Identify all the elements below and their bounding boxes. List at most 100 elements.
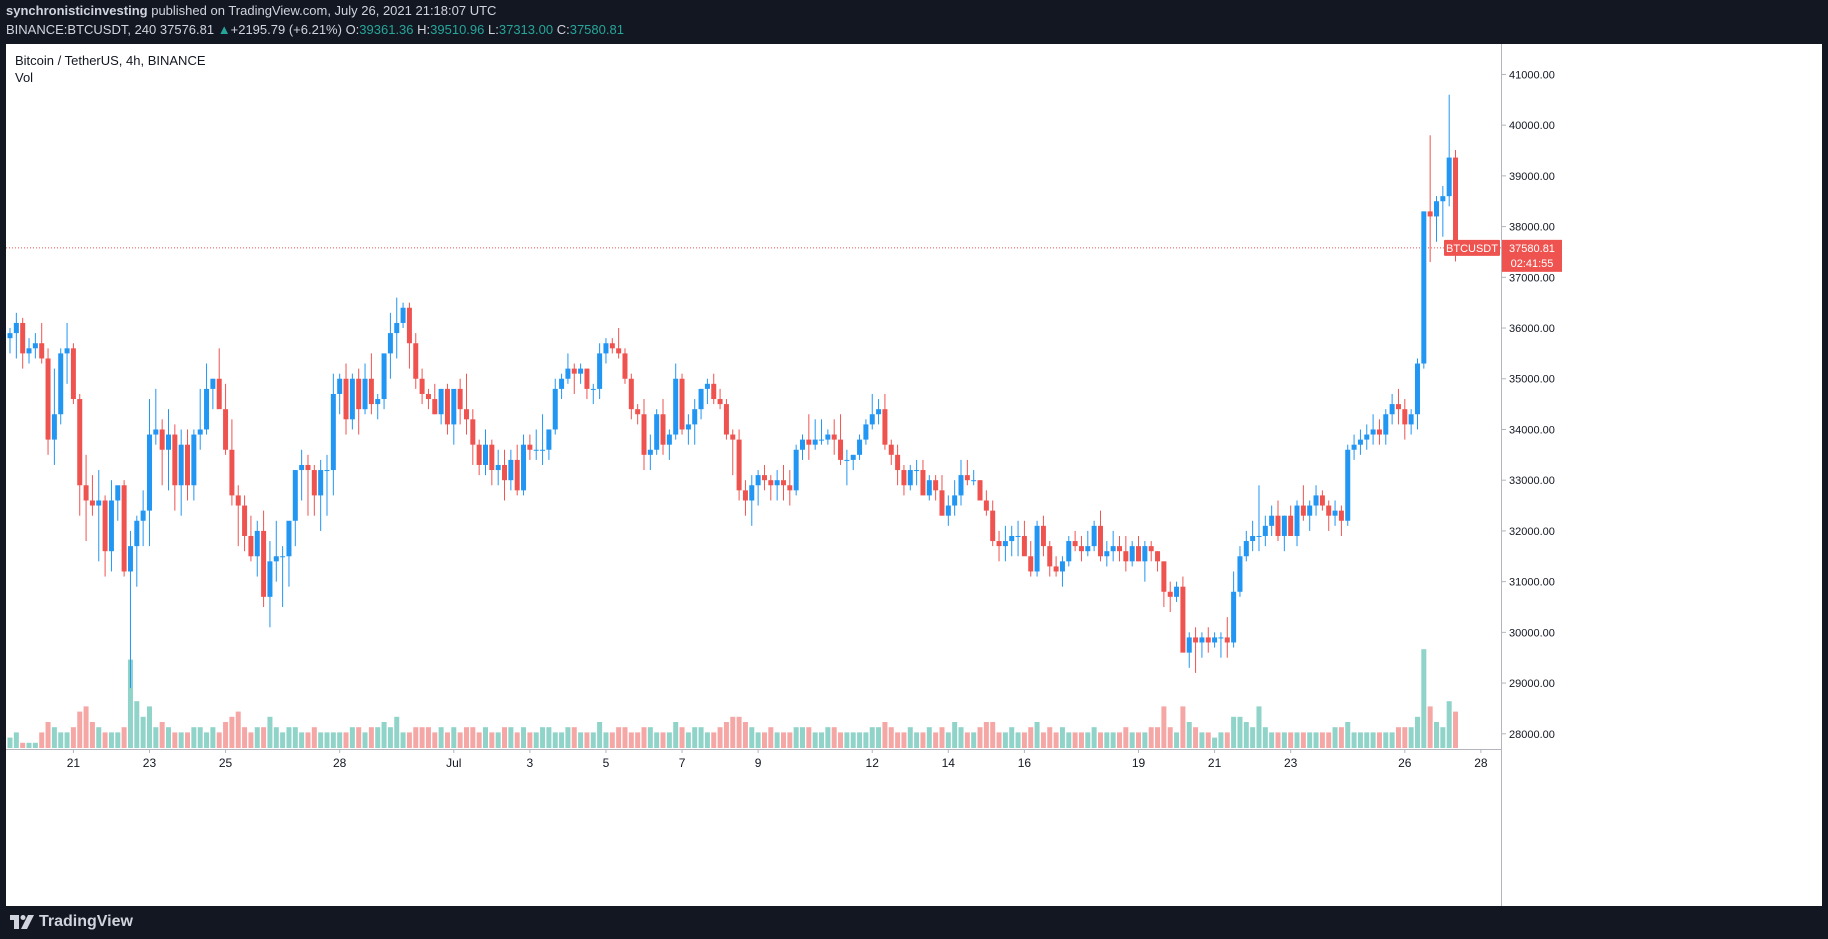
volume-bar	[552, 732, 558, 748]
volume-bar	[609, 732, 615, 748]
candle-body	[584, 368, 590, 389]
candle-body	[521, 444, 527, 491]
candle-body	[1085, 546, 1091, 552]
chart-title[interactable]: Bitcoin / TetherUS, 4h, BINANCE	[15, 53, 206, 68]
volume-bar	[971, 732, 977, 748]
volume-bar	[939, 727, 945, 748]
volume-bar	[413, 727, 419, 748]
volume-bar	[1351, 732, 1357, 748]
candle-body	[32, 343, 38, 349]
candle-body	[901, 470, 907, 486]
volume-bar	[20, 742, 26, 748]
candle-body	[1009, 535, 1015, 542]
volume-bar	[590, 732, 596, 748]
candle-body	[362, 378, 368, 410]
volume-bar	[1193, 727, 1199, 748]
author-name[interactable]: synchronisticinvesting	[6, 3, 148, 18]
candle-body	[787, 485, 793, 491]
candle-body	[800, 439, 805, 450]
volume-bar	[1275, 732, 1281, 748]
volume-bar	[476, 732, 482, 748]
volume-bar	[780, 732, 786, 748]
candle-body	[502, 464, 508, 481]
candle-body	[666, 434, 672, 445]
candle-body	[292, 470, 298, 521]
volume-bar	[1446, 701, 1452, 748]
volume-bar	[153, 727, 159, 748]
volume-bar	[7, 737, 13, 748]
candle-body	[1066, 541, 1072, 562]
y-tick-label: 31000.00	[1509, 577, 1555, 589]
volume-bar	[1009, 727, 1015, 748]
brand-name[interactable]: TradingView	[39, 913, 133, 930]
candle-body	[717, 399, 723, 405]
volume-bar	[1142, 732, 1148, 748]
candle-body	[280, 556, 286, 558]
candle-body	[1326, 505, 1332, 516]
volume-indicator-label[interactable]: Vol	[15, 70, 34, 85]
volume-bar	[1015, 732, 1021, 748]
volume-bar	[869, 727, 875, 748]
volume-bar	[527, 732, 533, 748]
volume-bar	[292, 727, 298, 748]
volume-bar	[787, 732, 793, 748]
volume-bar	[622, 727, 628, 748]
candle-body	[660, 414, 666, 445]
candle-body	[552, 388, 558, 430]
candle-body	[159, 429, 165, 450]
candle-body	[330, 393, 336, 471]
volume-bar	[324, 732, 330, 748]
candle-body	[952, 495, 958, 506]
y-tick-label: 36000.00	[1509, 323, 1555, 335]
volume-bar	[108, 732, 114, 748]
candle-body	[578, 368, 584, 374]
volume-bar	[89, 722, 95, 748]
volume-bar	[1269, 732, 1275, 748]
y-tick-label: 29000.00	[1509, 678, 1555, 690]
volume-bar	[400, 732, 406, 748]
candle-body	[964, 475, 970, 481]
y-tick-label: 30000.00	[1509, 627, 1555, 639]
candle-body	[628, 378, 634, 410]
candle-body	[191, 434, 197, 486]
volume-bar	[1155, 727, 1161, 748]
candle-body	[121, 485, 127, 572]
candle-body	[1319, 495, 1325, 506]
candle-body	[1376, 429, 1382, 435]
volume-bar	[1002, 732, 1008, 748]
candle-body	[844, 459, 850, 461]
candle-body	[990, 510, 996, 542]
candle-body	[761, 475, 767, 481]
candle-body	[1097, 525, 1103, 557]
volume-bar	[406, 732, 412, 748]
volume-bar	[337, 732, 343, 748]
open-label: O:	[345, 22, 360, 37]
candle-body	[869, 414, 875, 425]
candle-body	[831, 434, 837, 440]
volume-bar	[343, 732, 349, 748]
candle-body	[1199, 637, 1205, 643]
x-tick-label: 5	[603, 756, 610, 770]
x-tick-label: 26	[1398, 756, 1412, 770]
ohlc-line: BINANCE:BTCUSDT, 240 37576.81 ▲+2195.79 …	[6, 22, 624, 37]
price-chart[interactable]: 28000.00 29000.00 30000.00 31000.00 32000.00…	[6, 44, 1822, 906]
y-tick-label: 40000.00	[1509, 120, 1555, 132]
chart-panel[interactable]: 28000.00 29000.00 30000.00 31000.00 32000.00…	[6, 44, 1822, 906]
volume-bar	[1262, 727, 1268, 748]
candle-body	[115, 485, 121, 501]
volume-bar	[210, 727, 216, 748]
volume-bar	[191, 727, 197, 748]
candle-body	[679, 378, 685, 430]
volume-bar	[1231, 716, 1237, 748]
candle-body	[1212, 637, 1218, 643]
chart-legend: Bitcoin / TetherUS, 4h, BINANCE Vol	[15, 52, 206, 86]
candle-body	[1389, 404, 1395, 415]
candle-body	[1059, 561, 1065, 572]
volume-bar	[1332, 727, 1338, 748]
candle-body	[387, 333, 393, 354]
candle-body	[210, 378, 216, 389]
volume-bar	[692, 727, 698, 748]
candle-body	[185, 444, 191, 486]
candle-body	[692, 409, 698, 425]
volume-bar	[1034, 722, 1040, 748]
